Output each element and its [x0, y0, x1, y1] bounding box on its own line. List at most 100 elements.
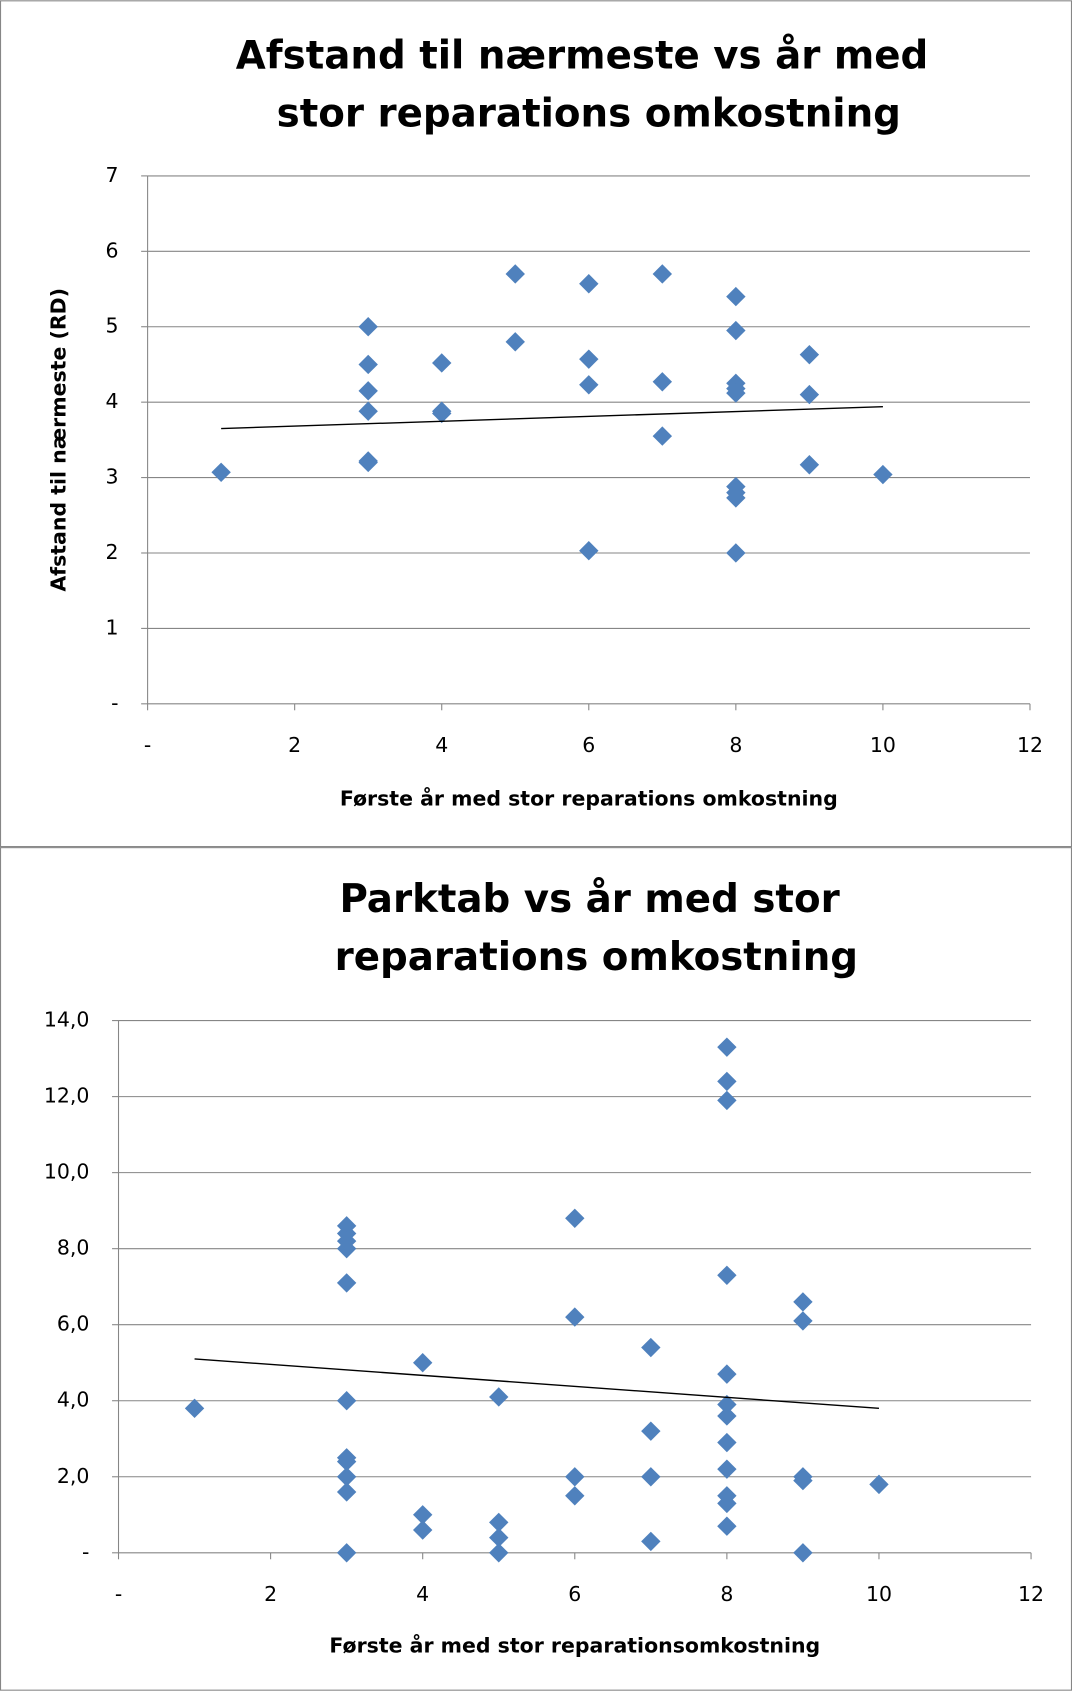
point: [336, 1543, 357, 1563]
point: [717, 1516, 737, 1536]
point: [799, 344, 820, 365]
chart-title: Afstand til nærmeste vs år med stor repa…: [236, 33, 942, 136]
y-tick-label: 2,0: [57, 1464, 90, 1488]
point: [717, 1071, 737, 1092]
y-tick-label: 14,0: [44, 1008, 90, 1032]
point: [336, 1238, 357, 1259]
point: [717, 1037, 737, 1057]
x-tick-label: 4: [416, 1582, 429, 1606]
point: [489, 1543, 509, 1563]
x-tick-label: 10: [866, 1582, 892, 1606]
x-tick-label: 2: [264, 1582, 277, 1606]
point: [432, 403, 452, 424]
point: [641, 1467, 661, 1487]
point: [652, 372, 673, 392]
chart-title: Parktab vs år med stor reparations omkos…: [335, 876, 858, 979]
point: [336, 1467, 357, 1487]
point: [641, 1531, 661, 1552]
point: [793, 1292, 813, 1312]
y-tick-label: 6: [105, 238, 118, 262]
x-tick-label: 6: [582, 733, 595, 757]
x-tick-label: 8: [720, 1582, 733, 1606]
x-tick-label: 12: [1018, 1582, 1044, 1606]
point: [793, 1543, 813, 1563]
point: [184, 1398, 205, 1419]
point: [717, 1459, 737, 1479]
point: [489, 1512, 509, 1533]
y-tick-label: 4,0: [57, 1388, 90, 1412]
point: [336, 1273, 357, 1293]
point: [726, 488, 746, 508]
point: [717, 1394, 737, 1415]
point: [336, 1482, 357, 1502]
x-axis-title: Første år med stor reparations omkostnin…: [340, 786, 838, 811]
point: [726, 320, 746, 341]
x-tick-label: 12: [1017, 733, 1043, 757]
point: [336, 1391, 357, 1411]
point: [358, 452, 378, 473]
point: [873, 464, 893, 485]
point: [652, 426, 673, 446]
point: [652, 264, 673, 284]
point: [579, 375, 599, 395]
trendline: [194, 1358, 880, 1410]
y-tick-label: 10,0: [44, 1160, 90, 1184]
y-tick-label: -: [82, 1540, 89, 1564]
panel-border: [0, 0, 1072, 848]
point: [358, 317, 378, 337]
x-tick-label: -: [144, 733, 151, 757]
point: [489, 1527, 509, 1548]
point: [412, 1353, 433, 1373]
y-tick-label: 6,0: [57, 1312, 90, 1336]
point: [717, 1432, 737, 1453]
x-tick-label: 8: [729, 733, 742, 757]
point: [565, 1307, 585, 1327]
x-tick-label: 6: [568, 1582, 581, 1606]
x-tick-label: 10: [870, 733, 896, 757]
panel-border: [0, 847, 1072, 1691]
point: [799, 384, 820, 405]
point: [799, 455, 820, 475]
point: [726, 286, 746, 307]
point: [641, 1421, 661, 1441]
point: [869, 1474, 889, 1495]
x-axis-title: Første år med stor reparationsomkostning: [329, 1633, 820, 1658]
point: [717, 1265, 737, 1285]
point: [717, 1090, 737, 1111]
y-tick-label: -: [111, 691, 118, 715]
point: [565, 1486, 585, 1506]
point: [565, 1467, 585, 1487]
point: [717, 1364, 737, 1384]
point: [726, 543, 746, 563]
x-tick-label: 4: [435, 733, 448, 757]
x-tick-label: -: [115, 1582, 122, 1606]
point: [336, 1451, 357, 1472]
point: [432, 353, 452, 373]
y-tick-label: 7: [105, 163, 118, 187]
point: [579, 349, 599, 369]
y-tick-label: 3: [105, 465, 118, 489]
trendline: [221, 405, 883, 430]
y-tick-label: 8,0: [57, 1236, 90, 1260]
point: [412, 1520, 433, 1540]
point: [579, 274, 599, 294]
point: [641, 1337, 661, 1358]
point: [717, 1406, 737, 1426]
y-tick-label: 5: [105, 314, 118, 338]
x-tick-label: 2: [288, 733, 301, 757]
point: [793, 1470, 813, 1491]
point: [505, 264, 525, 284]
point: [565, 1208, 585, 1228]
point: [505, 332, 525, 352]
point: [358, 354, 378, 375]
y-axis-title: Afstand til nærmeste (RD): [46, 288, 70, 592]
point: [579, 541, 599, 561]
point: [358, 401, 378, 421]
point: [489, 1387, 509, 1407]
y-tick-label: 2: [105, 540, 118, 564]
y-tick-label: 12,0: [44, 1084, 90, 1108]
point: [211, 462, 231, 482]
point: [793, 1311, 813, 1331]
